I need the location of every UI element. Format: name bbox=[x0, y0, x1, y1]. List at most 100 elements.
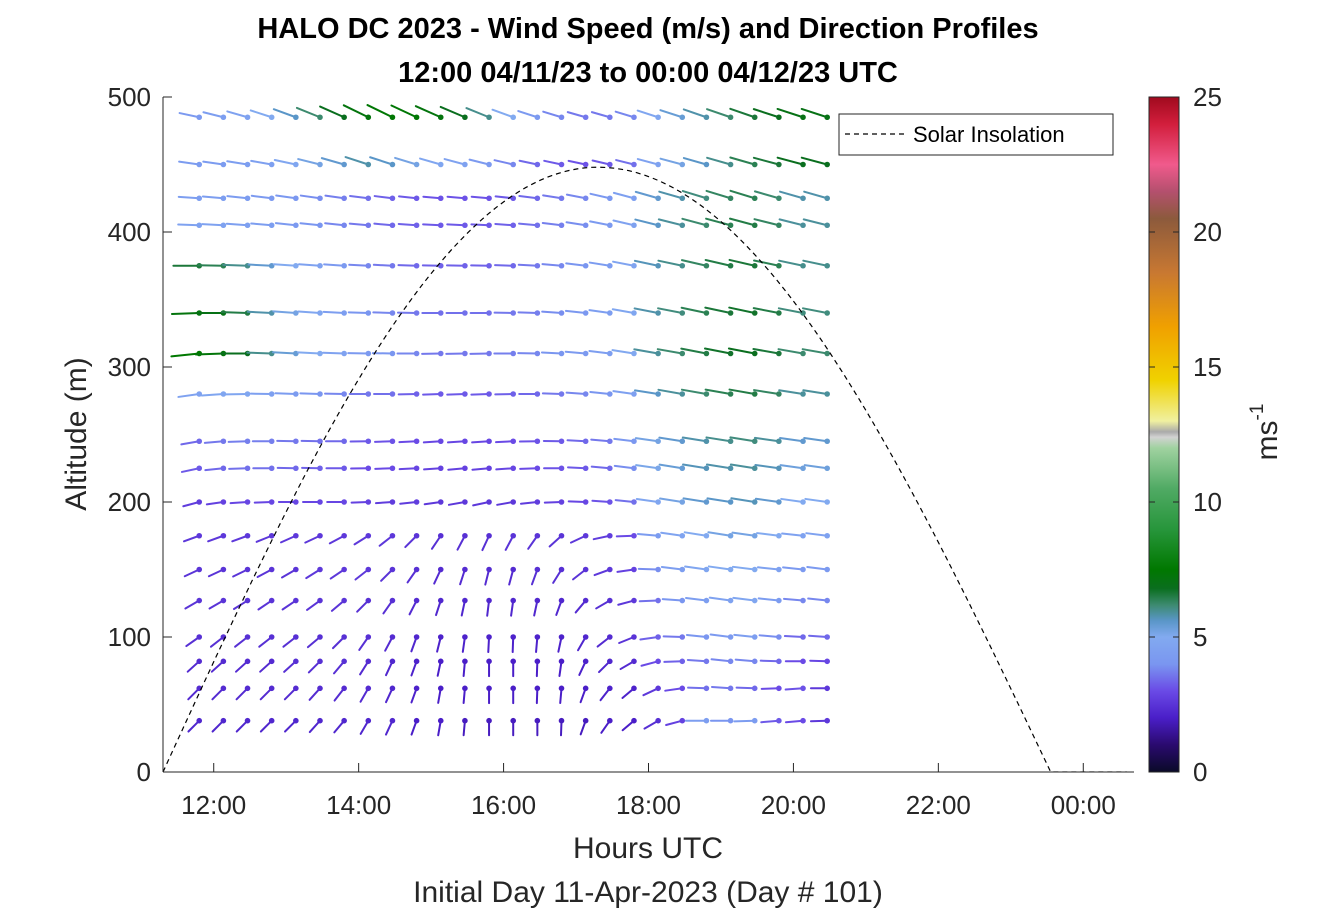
wind-barb-dot bbox=[607, 262, 613, 269]
wind-barb bbox=[491, 108, 517, 121]
wind-barb bbox=[446, 222, 468, 229]
wind-barb-dot bbox=[486, 685, 492, 692]
wind-barb-shaft bbox=[611, 308, 635, 314]
wind-barb-dot bbox=[413, 685, 420, 692]
wind-barb-dot bbox=[558, 685, 565, 692]
wind-barb-shaft bbox=[565, 193, 587, 200]
wind-barb-dot bbox=[389, 310, 396, 316]
wind-barb-shaft bbox=[170, 352, 201, 358]
wind-barb bbox=[534, 634, 541, 653]
wind-barb-shaft bbox=[634, 190, 660, 200]
wind-barb-dot bbox=[534, 161, 541, 168]
wind-barb-dot bbox=[727, 310, 734, 316]
y-tick-label: 0 bbox=[137, 757, 151, 787]
wind-barb bbox=[182, 499, 203, 508]
wind-barb-dot bbox=[703, 195, 710, 202]
wind-barb bbox=[533, 597, 541, 617]
wind-barb-shaft bbox=[752, 156, 780, 166]
wind-barb bbox=[295, 106, 323, 121]
wind-barb-dot bbox=[800, 499, 806, 505]
wind-barb-dot bbox=[631, 499, 637, 505]
wind-barb bbox=[225, 222, 251, 229]
wind-barb-dot bbox=[486, 161, 492, 168]
wind-barb bbox=[572, 566, 589, 581]
wind-barb-shaft bbox=[708, 596, 732, 602]
wind-barb-dot bbox=[293, 685, 299, 692]
wind-barb bbox=[494, 262, 517, 269]
wind-barb-dot bbox=[534, 310, 541, 316]
wind-barb-dot bbox=[582, 161, 589, 168]
wind-barb-dot bbox=[437, 350, 444, 357]
wind-barb-dot bbox=[727, 222, 734, 229]
wind-barb-dot bbox=[679, 195, 686, 202]
wind-barb bbox=[517, 310, 541, 316]
wind-barb-dot bbox=[462, 222, 468, 229]
wind-barb-shaft bbox=[683, 531, 708, 537]
wind-barb-dot bbox=[510, 114, 517, 121]
wind-barb bbox=[495, 465, 517, 472]
wind-barb-dot bbox=[824, 465, 830, 472]
wind-barb-dot bbox=[220, 658, 227, 665]
y-tick-label: 100 bbox=[108, 622, 151, 652]
wind-barb-shaft bbox=[222, 263, 249, 267]
wind-barb-dot bbox=[462, 465, 468, 472]
wind-barb-dot bbox=[824, 566, 830, 573]
wind-barb-shaft bbox=[682, 463, 708, 470]
wind-barb-dot bbox=[413, 114, 420, 121]
wind-barb-dot bbox=[727, 161, 734, 168]
wind-barb-dot bbox=[655, 465, 661, 472]
wind-barb bbox=[801, 348, 830, 357]
wind-barb-shaft bbox=[398, 467, 418, 471]
wind-barb bbox=[378, 532, 396, 547]
wind-barb-shaft bbox=[729, 156, 756, 166]
wind-barb bbox=[470, 222, 492, 229]
wind-barb-dot bbox=[751, 262, 758, 269]
wind-barb bbox=[423, 499, 444, 506]
colorbar-tick-label: 20 bbox=[1193, 217, 1222, 247]
wind-barb-shaft bbox=[658, 436, 684, 443]
wind-barb-dot bbox=[462, 634, 468, 640]
wind-barb-dot bbox=[317, 350, 323, 357]
wind-barb bbox=[297, 310, 323, 316]
wind-barb-dot bbox=[582, 222, 589, 229]
wind-barb bbox=[433, 566, 444, 585]
wind-barb-shaft bbox=[273, 159, 297, 166]
wind-barb bbox=[638, 597, 661, 604]
wind-barb bbox=[809, 717, 830, 724]
wind-barb-shaft bbox=[494, 195, 515, 200]
wind-barb-dot bbox=[776, 658, 782, 665]
wind-barb bbox=[397, 391, 420, 397]
wind-barb-shaft bbox=[542, 194, 563, 200]
wind-barb-dot bbox=[389, 685, 396, 692]
wind-barb bbox=[369, 156, 396, 168]
wind-barb bbox=[211, 717, 227, 733]
wind-barb-dot bbox=[268, 195, 275, 202]
wind-barb bbox=[614, 110, 637, 121]
wind-barb-dot bbox=[558, 658, 565, 665]
wind-barb-dot bbox=[751, 114, 758, 121]
wind-barb-shaft bbox=[373, 222, 394, 227]
wind-barb bbox=[778, 259, 806, 269]
wind-barb-dot bbox=[703, 310, 710, 316]
wind-barb-dot bbox=[582, 391, 589, 397]
wind-barb-dot bbox=[582, 438, 589, 445]
wind-barb-dot bbox=[679, 685, 686, 692]
wind-barb bbox=[422, 222, 444, 229]
wind-barb-shaft bbox=[543, 159, 563, 166]
wind-barb bbox=[680, 259, 710, 269]
wind-barb-shaft bbox=[250, 222, 273, 227]
wind-barb-dot bbox=[220, 532, 227, 539]
wind-barb-dot bbox=[679, 114, 686, 121]
wind-barb-dot bbox=[317, 465, 323, 472]
wind-barb bbox=[558, 658, 565, 677]
wind-barb bbox=[589, 192, 613, 202]
wind-barb-shaft bbox=[779, 464, 805, 470]
wind-barb bbox=[250, 194, 275, 202]
wind-barb bbox=[380, 566, 396, 582]
wind-barb-dot bbox=[558, 499, 565, 505]
wind-barb-dot bbox=[534, 658, 541, 665]
wind-barb bbox=[517, 350, 541, 357]
wind-barb-shaft bbox=[682, 157, 708, 166]
wind-barb-dot bbox=[510, 262, 517, 269]
wind-barb bbox=[348, 222, 372, 229]
